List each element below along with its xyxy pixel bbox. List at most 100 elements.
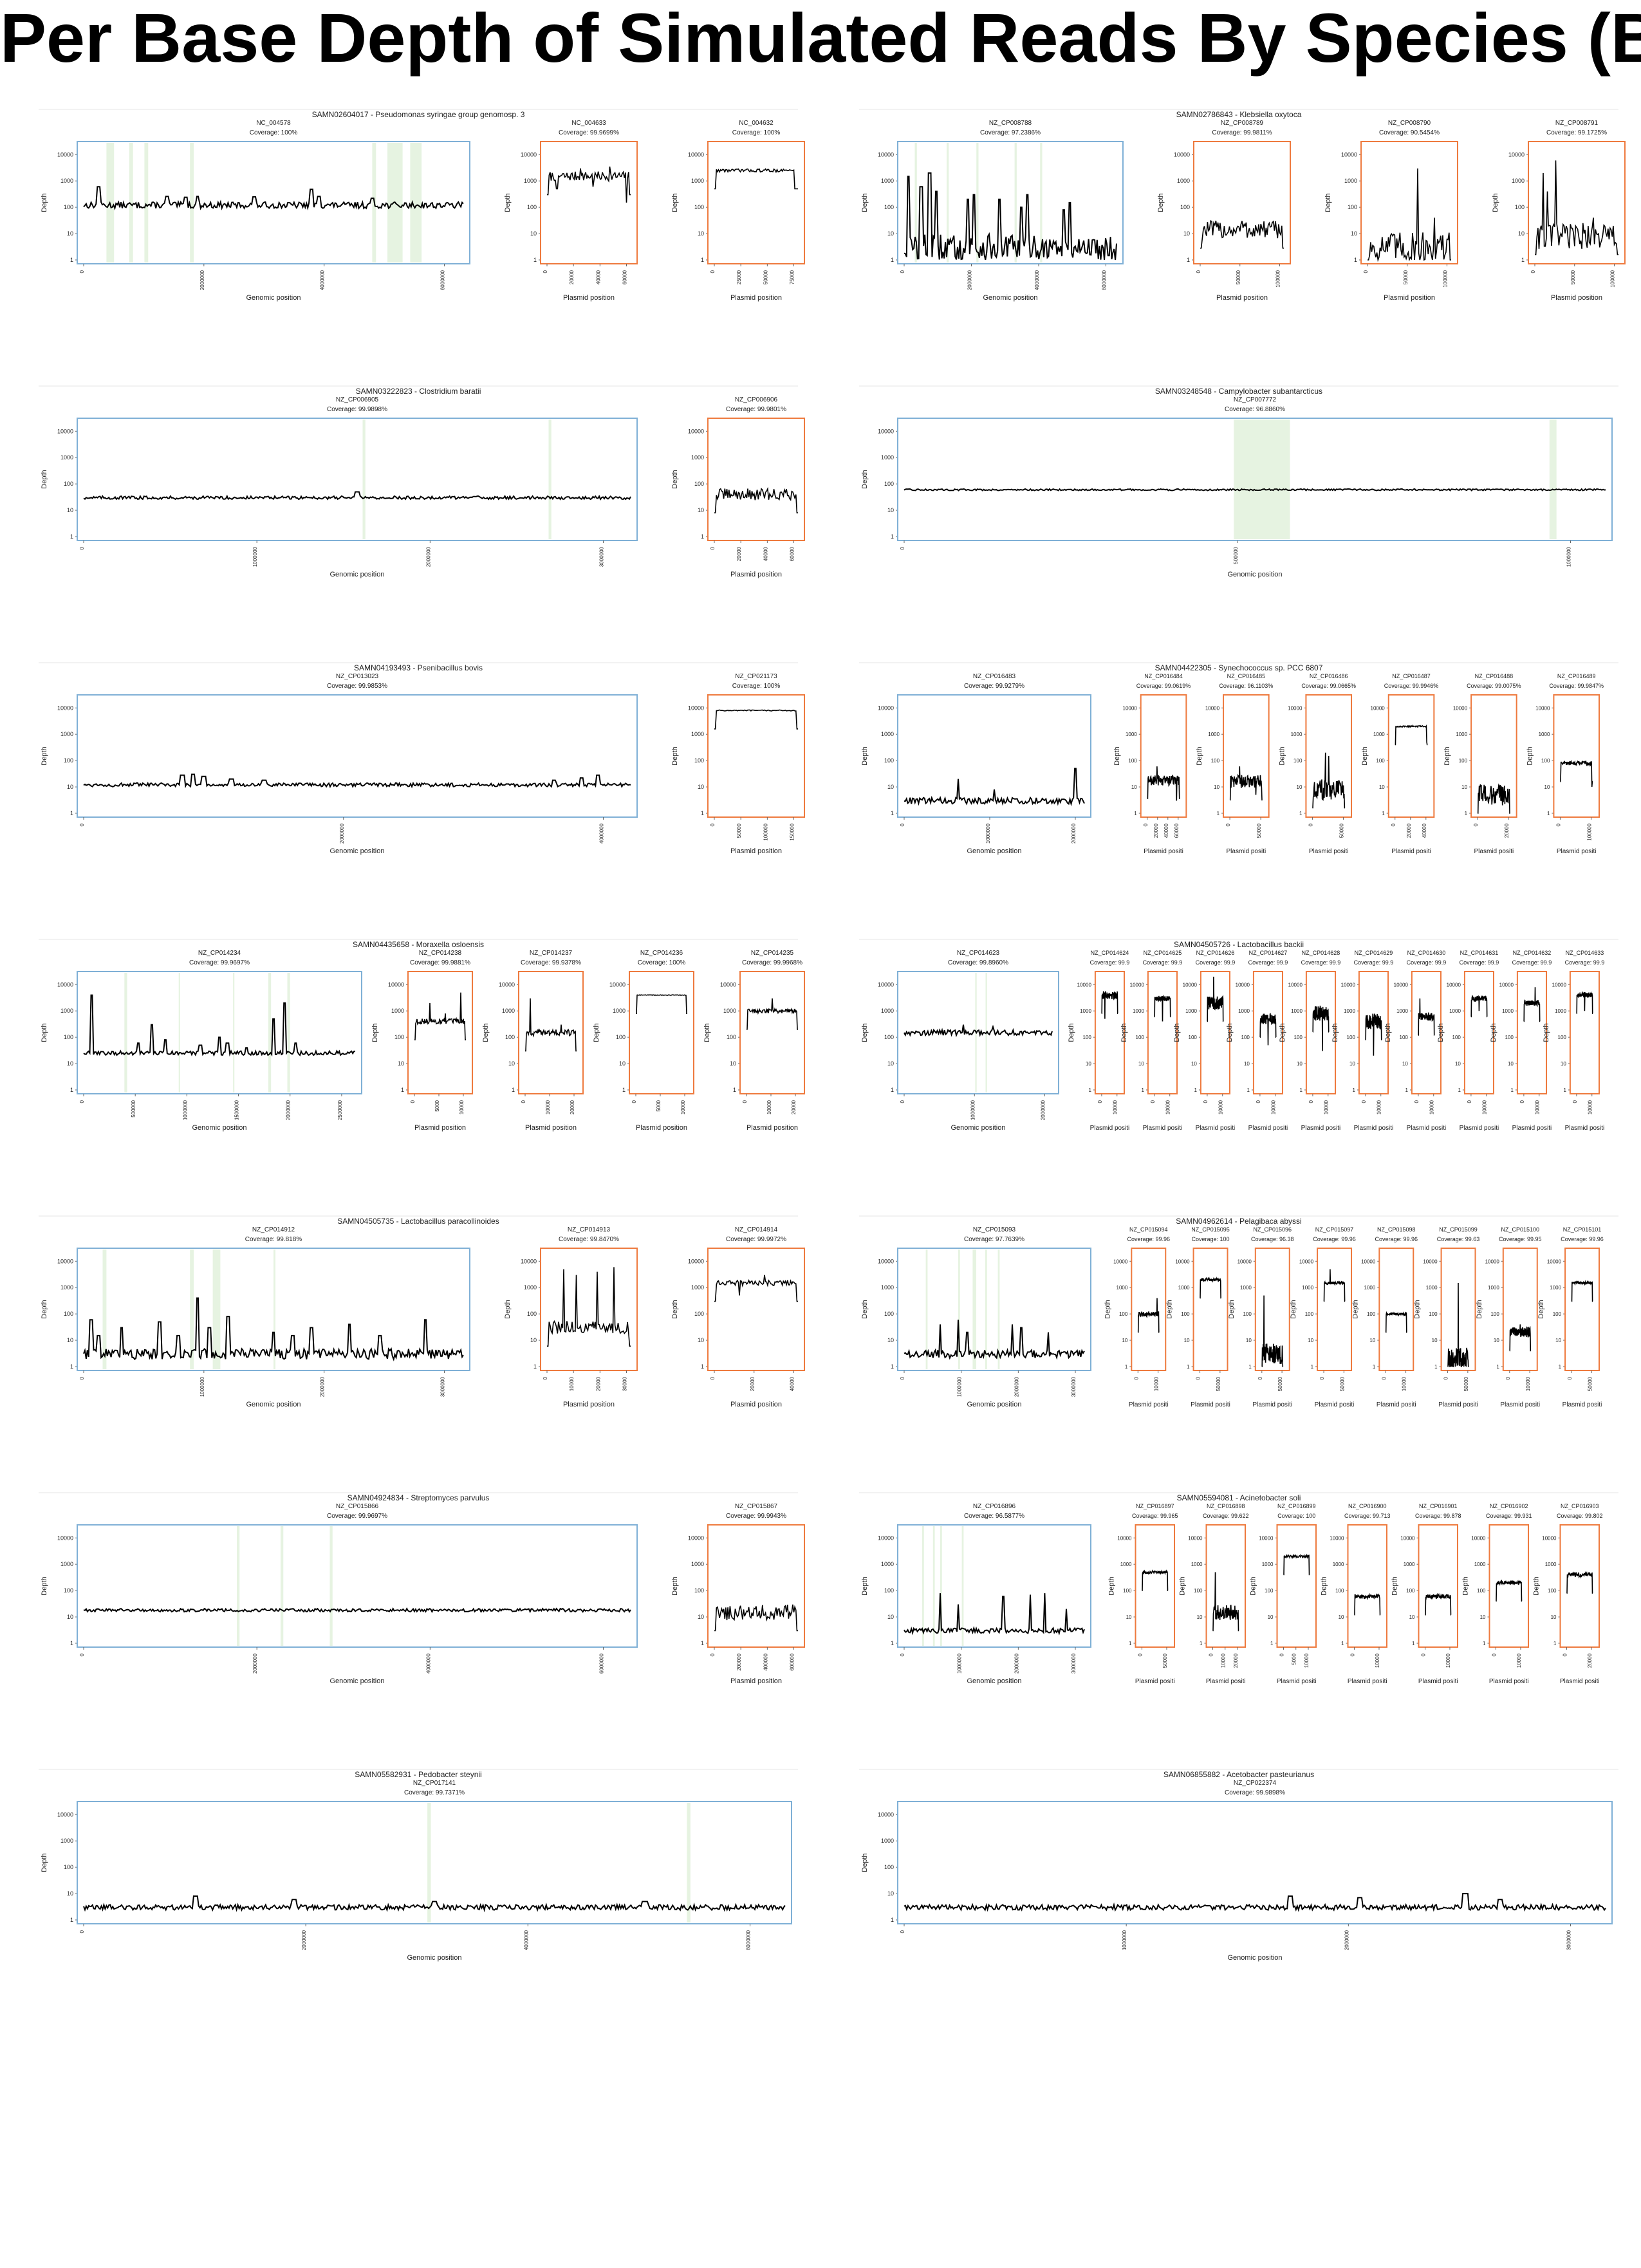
species-plot-12: SAMN05594081 - Acinetobacter soliNZ_CP01… xyxy=(859,1492,1618,1685)
y-tick-label: 10 xyxy=(698,230,704,237)
plasmid-frame xyxy=(629,971,694,1094)
plasmid-frame xyxy=(1305,694,1352,818)
low-coverage-region xyxy=(958,1249,960,1369)
x-tick-label: 6000000 xyxy=(440,270,446,290)
x-tick-label: 10000 xyxy=(1324,1100,1330,1114)
species-plot-6: SAMN04422305 - Synechococcus sp. PCC 680… xyxy=(859,662,1618,855)
y-tick-label: 1 xyxy=(70,533,73,540)
y-tick-label: 1000 xyxy=(1291,732,1303,737)
y-tick-label: 1000 xyxy=(1373,732,1385,737)
y-axis-label: Depth xyxy=(504,1300,512,1318)
y-tick-label: 1 xyxy=(1382,811,1385,816)
x-tick-label: 2000000 xyxy=(199,270,205,290)
x-tick-label: 0 xyxy=(1363,270,1369,273)
panel-name: NZ_CP014914 xyxy=(735,1226,778,1233)
panel-name: NZ_CP014633 xyxy=(1566,950,1604,956)
panel-name: NC_004633 xyxy=(571,120,606,127)
x-tick-label: 20000 xyxy=(736,546,742,561)
y-tick-label: 1000 xyxy=(1120,1562,1132,1567)
plasmid-frame xyxy=(1192,1248,1228,1371)
x-tick-label: 0 xyxy=(79,823,85,826)
y-tick-label: 100 xyxy=(1459,758,1468,764)
plasmid-frame xyxy=(1463,971,1494,1094)
x-tick-label: 2000000 xyxy=(320,1376,326,1397)
y-tick-label: 10000 xyxy=(1341,151,1357,158)
panel-coverage: Coverage: 100 xyxy=(1192,1236,1230,1242)
low-coverage-region xyxy=(190,143,194,263)
y-tick-label: 10000 xyxy=(688,151,704,158)
y-tick-label: 10000 xyxy=(1175,1258,1190,1264)
y-tick-label: 10 xyxy=(1297,1061,1303,1067)
plasmid-frame xyxy=(739,971,805,1094)
y-tick-label: 1000 xyxy=(881,731,894,737)
y-tick-label: 1000 xyxy=(1262,1562,1274,1567)
y-tick-label: 10 xyxy=(67,230,73,237)
x-tick-label: 0 xyxy=(410,1100,416,1103)
x-tick-label: 1000000 xyxy=(199,1376,205,1397)
x-axis-label: Plasmid position xyxy=(746,1124,798,1132)
depth-line xyxy=(1154,994,1171,1022)
x-tick-label: 2000000 xyxy=(301,1930,307,1950)
y-tick-label: 100 xyxy=(1136,1035,1145,1040)
y-tick-label: 100 xyxy=(1211,758,1220,764)
depth-line xyxy=(1212,1572,1239,1632)
x-tick-label: 200000 xyxy=(736,1653,742,1670)
x-tick-label: 0 xyxy=(900,270,905,273)
y-tick-label: 10000 xyxy=(720,981,736,988)
panel-coverage: Coverage: 99.802 xyxy=(1557,1513,1603,1519)
low-coverage-region xyxy=(102,1249,107,1369)
x-tick-label: 0 xyxy=(900,1376,905,1379)
y-axis-label: Depth xyxy=(41,1576,48,1595)
x-tick-label: 5000 xyxy=(1292,1653,1297,1664)
y-tick-label: 1 xyxy=(401,1087,404,1093)
x-tick-label: 3000000 xyxy=(440,1376,446,1397)
y-tick-label: 10 xyxy=(1480,1614,1486,1620)
depth-line xyxy=(1496,1580,1523,1602)
y-tick-label: 10 xyxy=(1351,230,1357,237)
x-tick-label: 1000000 xyxy=(252,546,258,567)
low-coverage-region xyxy=(972,1249,976,1369)
y-tick-label: 10 xyxy=(887,507,894,513)
y-axis-label: Depth xyxy=(41,193,48,212)
species-plot-4: SAMN03248548 - Campylobacter subantarcti… xyxy=(859,385,1618,578)
chromosome-frame xyxy=(897,1524,1091,1648)
x-tick-label: 0 xyxy=(1562,1653,1568,1656)
panel-name: NZ_CP016896 xyxy=(973,1503,1016,1510)
y-tick-label: 10000 xyxy=(1174,151,1190,158)
x-tick-label: 3000000 xyxy=(1566,1930,1572,1950)
x-axis-label: Genomic position xyxy=(967,847,1022,855)
plasmid-frame xyxy=(707,694,805,818)
low-coverage-region xyxy=(329,1526,333,1646)
depth-line xyxy=(1142,1569,1169,1591)
y-axis-label: Depth xyxy=(671,746,679,765)
y-axis-label: Depth xyxy=(1351,1300,1359,1318)
panel-coverage: Coverage: 99.96 xyxy=(1375,1236,1418,1242)
plasmid-frame xyxy=(518,971,584,1094)
panel-name: NZ_CP008789 xyxy=(1221,120,1264,127)
plasmid-frame xyxy=(1200,971,1231,1094)
x-axis-label: Genomic position xyxy=(330,571,385,578)
depth-line xyxy=(1261,1295,1284,1367)
panel-name: NZ_CP014234 xyxy=(198,950,241,957)
x-tick-label: 1000000 xyxy=(1566,546,1572,567)
x-axis-label: Plasmid position xyxy=(1384,294,1435,302)
y-axis-label: Depth xyxy=(1443,746,1451,765)
plasmid-frame xyxy=(1205,1524,1246,1648)
x-tick-label: 150000 xyxy=(790,823,795,840)
species-plot-9: SAMN04505735 - Lactobacillus paracollino… xyxy=(39,1215,805,1408)
panel-name: NZ_CP015095 xyxy=(1191,1226,1230,1233)
panel-coverage: Coverage: 99.9697% xyxy=(189,959,250,966)
x-axis-label: Genomic position xyxy=(330,847,385,855)
x-tick-label: 0 xyxy=(1256,1100,1261,1103)
panel-coverage: Coverage: 99.9378% xyxy=(521,959,581,966)
panel-name: NZ_CP014627 xyxy=(1249,950,1288,956)
low-coverage-region xyxy=(1234,419,1290,539)
panel-name: NZ_CP014235 xyxy=(751,950,794,957)
y-axis-label: Depth xyxy=(1476,1300,1483,1318)
y-tick-label: 10 xyxy=(887,784,894,790)
y-tick-label: 1 xyxy=(1194,1087,1197,1093)
depth-line xyxy=(1101,991,1118,1019)
y-tick-label: 1 xyxy=(1129,1641,1132,1646)
y-tick-label: 1 xyxy=(1299,811,1303,816)
y-tick-label: 1 xyxy=(70,810,73,816)
